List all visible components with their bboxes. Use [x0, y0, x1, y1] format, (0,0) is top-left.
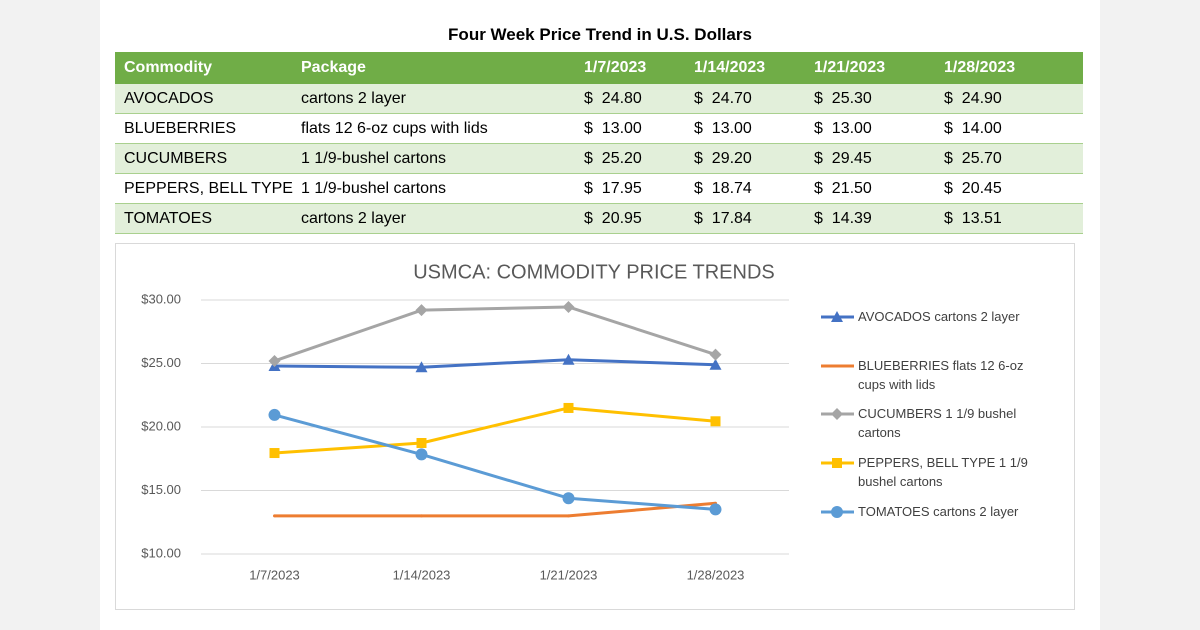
chart-svg: USMCA: COMMODITY PRICE TRENDS $10.00 $15.… [141, 261, 854, 582]
table-cell: cartons 2 layer [301, 209, 406, 227]
y-tick-label: $30.00 [141, 291, 181, 306]
table-cell: BLUEBERRIES [124, 119, 237, 137]
series-line [274, 305, 716, 363]
table-cell: $ 25.30 [814, 89, 872, 107]
table-cell: $ 17.84 [694, 209, 752, 227]
legend-label: CUCUMBERS 1 1/9 bushel cartons [858, 406, 1017, 440]
data-point [415, 361, 428, 373]
table-cell: cartons 2 layer [301, 89, 406, 107]
data-point [567, 514, 570, 518]
x-tick-label: 1/7/2023 [249, 567, 300, 582]
table-row: AVOCADOS cartons 2 layer $ 24.80 $ 24.70 $ 2… [115, 84, 1083, 114]
data-point [416, 438, 427, 449]
table-cell: $ 24.80 [584, 89, 642, 107]
table-cell: $ 13.51 [944, 209, 1002, 227]
table-cell: $ 20.95 [584, 209, 642, 227]
series-line [274, 358, 716, 369]
data-point [415, 448, 428, 461]
data-point [709, 348, 722, 361]
table-row: PEPPERS, BELL TYPE 1 1/9-bushel cartons $ … [115, 174, 1083, 204]
data-point [415, 304, 428, 317]
table-cell: $ 25.70 [944, 149, 1002, 167]
x-tick-label: 1/21/2023 [540, 567, 598, 582]
x-tick-label: 1/14/2023 [393, 567, 451, 582]
table-cell: 1 1/9-bushel cartons [301, 179, 446, 197]
data-point [563, 402, 574, 413]
table-cell: $ 14.00 [944, 119, 1002, 137]
table-cell: CUCUMBERS [124, 149, 228, 167]
chart: USMCA: COMMODITY PRICE TRENDS $10.00 $15.… [115, 243, 1075, 610]
data-point [709, 503, 722, 516]
data-point [269, 448, 280, 459]
legend-marker [831, 408, 843, 420]
series-line [274, 413, 716, 511]
table-cell: $ 17.95 [584, 179, 642, 197]
legend-marker [832, 458, 842, 468]
data-point [273, 514, 276, 518]
table-row: Commodity Package 1/7/2023 1/14/2023 1/21/20… [115, 52, 1083, 84]
data-point [562, 492, 575, 505]
table-cell: $ 24.90 [944, 89, 1002, 107]
data-point [562, 300, 575, 313]
series-line [274, 406, 716, 455]
table-cell: flats 12 6-oz cups with lids [301, 119, 488, 137]
header-cell: 1/7/2023 [584, 59, 647, 76]
table-cell: 1 1/9-bushel cartons [301, 149, 446, 167]
y-tick-label: $15.00 [141, 482, 181, 497]
series-line [274, 501, 716, 518]
table-cell: $ 29.45 [814, 149, 872, 167]
table-cell: PEPPERS, BELL TYPE [124, 179, 293, 197]
data-point [709, 358, 722, 370]
table-cell: $ 21.50 [814, 179, 872, 197]
data-point [710, 416, 721, 427]
table-row: TOMATOES cartons 2 layer $ 20.95 $ 17.84 $ 1… [115, 204, 1083, 234]
legend-marker [831, 311, 843, 322]
data-point [420, 514, 423, 518]
table-cell: $ 18.74 [694, 179, 752, 197]
legend-label: TOMATOES cartons 2 layer [858, 504, 1019, 519]
y-tick-label: $10.00 [141, 545, 181, 560]
header-cell: Commodity [124, 59, 212, 76]
legend-label: BLUEBERRIES flats 12 6-oz cups with lids [858, 358, 1024, 392]
table-cell: $ 25.20 [584, 149, 642, 167]
data-point [268, 408, 281, 421]
table-row: BLUEBERRIES flats 12 6-oz cups with lids $… [115, 114, 1083, 144]
header-cell: Package [301, 59, 366, 76]
y-tick-label: $25.00 [141, 355, 181, 370]
panel: Four Week Price Trend in U.S. Dollars Co… [100, 0, 1100, 630]
table-title: Four Week Price Trend in U.S. Dollars [448, 25, 752, 44]
header-cell: 1/21/2023 [814, 59, 886, 76]
table-cell: $ 20.45 [944, 179, 1002, 197]
table-cell: $ 14.39 [814, 209, 872, 227]
table-cell: $ 24.70 [694, 89, 752, 107]
legend-marker [831, 506, 843, 518]
y-tick-label: $20.00 [141, 418, 181, 433]
table-cell: $ 29.20 [694, 149, 752, 167]
legend-label: AVOCADOS cartons 2 layer [858, 309, 1020, 324]
x-tick-label: 1/28/2023 [687, 567, 745, 582]
data-point [268, 354, 281, 367]
legend-label: PEPPERS, BELL TYPE 1 1/9 bushel cartons [858, 455, 1028, 489]
table-cell: $ 13.00 [694, 119, 752, 137]
table-cell: $ 13.00 [814, 119, 872, 137]
chart-title: USMCA: COMMODITY PRICE TRENDS [413, 261, 775, 283]
header-cell: 1/14/2023 [694, 59, 766, 76]
data-point [562, 353, 575, 365]
table-cell: AVOCADOS [124, 89, 214, 107]
header-cell: 1/28/2023 [944, 59, 1016, 76]
table-cell: $ 13.00 [584, 119, 642, 137]
price-table: Commodity Package 1/7/2023 1/14/2023 1/21/20… [115, 52, 1083, 234]
table-cell: TOMATOES [124, 209, 213, 227]
table-row: CUCUMBERS 1 1/9-bushel cartons $ 25.20 $ 29… [115, 144, 1083, 174]
